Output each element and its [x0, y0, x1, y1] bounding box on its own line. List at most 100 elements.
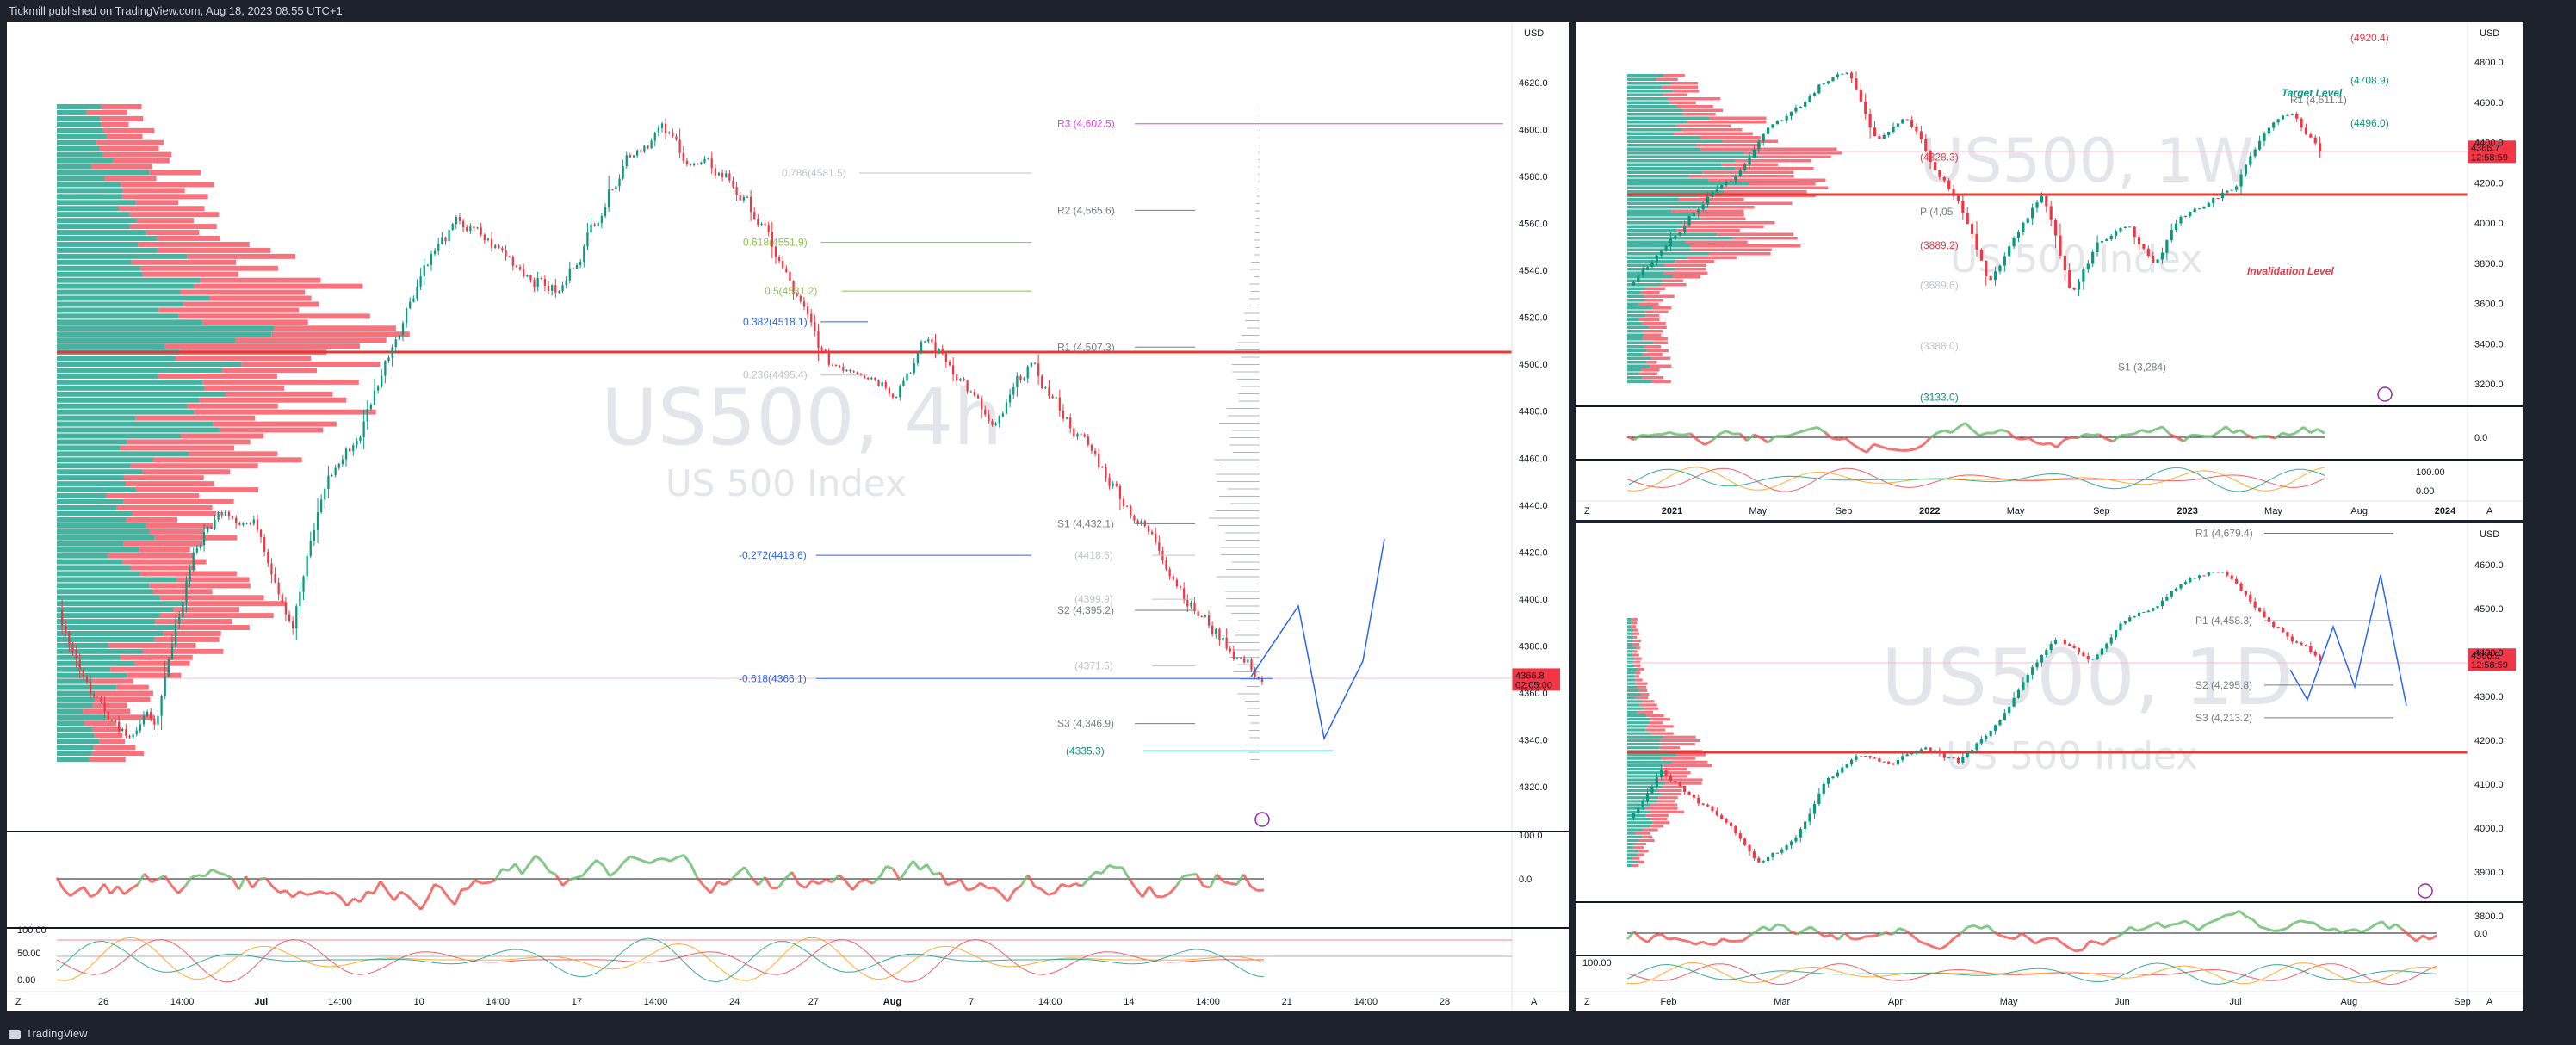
- chart-panel-4h[interactable]: US500, 4h US 500 Index R3 (4,602.5) R2 (4,5…: [7, 22, 1569, 1011]
- candle-body: [117, 721, 121, 732]
- candle-body: [423, 265, 425, 277]
- volume-profile-bar: [57, 356, 176, 362]
- rsi-line: [1880, 445, 1889, 450]
- rsi-line: [1939, 943, 1948, 950]
- alert-lightning-icon[interactable]: [2418, 883, 2433, 899]
- chart-panel-1w[interactable]: US500, 1W US 500 Index (4920.4) (4708.9) R1 …: [1576, 22, 2523, 520]
- volume-profile-bar: [1686, 240, 1748, 244]
- rsi-line: [993, 887, 1002, 895]
- rsi-line: [1824, 430, 1833, 439]
- rsi-line: [1960, 926, 1968, 935]
- last-price-tag: [1512, 668, 1560, 691]
- volume-profile-bar: [1707, 206, 1755, 209]
- rsi-line: [372, 880, 382, 894]
- rsi-line: [2077, 432, 2086, 439]
- rsi-line: [1852, 442, 1861, 450]
- candle-body: [1975, 233, 1978, 250]
- chart-panel-1d[interactable]: US500, 1D US 500 Index R1 (4,679.4) P1 (4,4…: [1576, 523, 2523, 1011]
- volume-profile-bar: [1627, 838, 1639, 842]
- candle-body: [2230, 575, 2233, 579]
- candle-body: [373, 390, 376, 405]
- volume-profile-bar: [1688, 175, 1794, 178]
- candle-body: [263, 537, 266, 552]
- rsi-line: [1936, 429, 1945, 435]
- level-label: S1 (4,432.1): [1057, 517, 1114, 529]
- candle-body: [174, 623, 177, 645]
- candle-body: [1942, 753, 1946, 758]
- volume-profile-bar: [1627, 182, 1749, 186]
- candle-body: [1044, 387, 1047, 389]
- volume-profile-bar: [1627, 260, 1675, 263]
- rsi-line: [1762, 925, 1771, 932]
- candle-body: [753, 212, 756, 220]
- candle-body: [1878, 136, 1881, 139]
- candle-body: [2035, 202, 2039, 208]
- candle-body: [1766, 857, 1770, 862]
- candle-body: [235, 517, 238, 524]
- rsi-line: [1182, 873, 1191, 878]
- rsi-line: [96, 883, 106, 894]
- time-tick-label: 27: [808, 997, 819, 1007]
- volume-profile-bar: [116, 684, 149, 690]
- volume-profile-bar: [183, 301, 319, 307]
- volume-profile-bar: [180, 433, 264, 439]
- rsi-line: [2245, 915, 2254, 921]
- candle-body: [2263, 133, 2266, 141]
- candle-body: [831, 364, 834, 366]
- rsi-line: [636, 857, 644, 863]
- volume-profile-bar: [95, 690, 153, 696]
- volume-profile-bar: [1635, 832, 1650, 835]
- rsi-line: [2147, 428, 2157, 434]
- rsi-line: [797, 882, 807, 889]
- volume-profile-bar: [1646, 349, 1669, 352]
- time-tick-label: Aug: [2350, 506, 2368, 516]
- candle-body: [1165, 560, 1167, 570]
- candle-body: [1133, 515, 1136, 521]
- volume-profile-bar: [1635, 678, 1643, 682]
- volume-profile-bar: [89, 757, 126, 762]
- volume-profile-bar: [1735, 167, 1814, 170]
- candle-body: [292, 621, 294, 629]
- volume-profile-bar: [1627, 221, 1683, 225]
- candle-body: [1752, 149, 1756, 158]
- volume-profile-bar: [57, 481, 127, 487]
- candle-body: [1766, 127, 1770, 134]
- rsi-line: [1866, 443, 1875, 454]
- rsi-line: [2274, 431, 2283, 440]
- volume-profile-bar: [1627, 643, 1632, 646]
- rsi-line: [211, 868, 220, 875]
- alert-lightning-icon[interactable]: [1254, 812, 1270, 827]
- volume-profile-bar: [1627, 685, 1638, 689]
- projection-path: [2289, 574, 2407, 707]
- candle-body: [1678, 782, 1681, 786]
- candle-body: [245, 522, 248, 524]
- alert-lightning-icon[interactable]: [2377, 386, 2393, 402]
- candle-body: [948, 362, 951, 366]
- rsi-line: [2327, 927, 2335, 932]
- tradingview-logo[interactable]: TradingView: [9, 1023, 88, 1045]
- rsi-line: [1681, 938, 1689, 943]
- volume-profile-bar: [57, 445, 121, 451]
- volume-profile-bar: [1638, 860, 1645, 863]
- volume-profile-bar: [1660, 793, 1682, 796]
- candle-body: [1222, 637, 1224, 640]
- candle-body: [611, 189, 614, 191]
- candle-body: [2263, 611, 2266, 618]
- level-label: (4335.3): [1066, 745, 1105, 757]
- volume-profile-bar: [1662, 279, 1683, 282]
- volume-profile-bar: [1627, 136, 1700, 139]
- volume-profile-bar: [1627, 703, 1640, 707]
- rsi-line: [1878, 931, 1886, 937]
- rsi-line: [2115, 931, 2125, 939]
- candle-body: [685, 160, 688, 164]
- name-watermark: US 500 Index: [666, 462, 907, 504]
- volume-profile-bar: [1627, 167, 1736, 170]
- volume-profile-bar: [57, 601, 183, 607]
- rsi-line: [1768, 923, 1778, 931]
- candle-body: [1183, 588, 1186, 601]
- time-tick-label: 10: [413, 997, 424, 1007]
- candle-body: [71, 644, 74, 651]
